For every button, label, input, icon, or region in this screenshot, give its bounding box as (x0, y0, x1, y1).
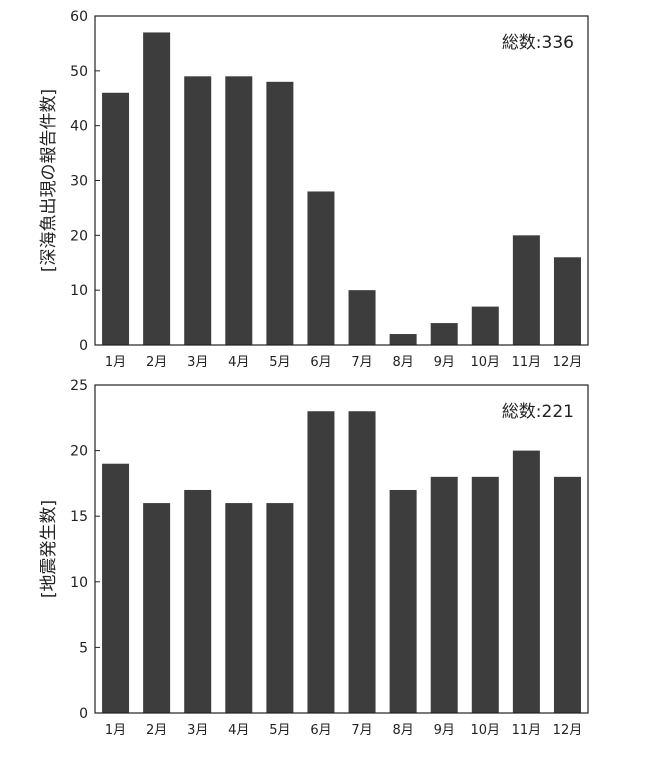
x-tick-label: 2月 (146, 355, 167, 370)
y-tick-label: 50 (70, 64, 88, 80)
x-tick-label: 9月 (434, 723, 455, 738)
x-tick-label: 1月 (105, 355, 126, 370)
x-tick-label: 10月 (471, 723, 501, 738)
x-tick-label: 7月 (351, 723, 372, 738)
x-tick-label: 4月 (228, 355, 249, 370)
bar-8 (389, 334, 417, 345)
y-tick-label: 0 (79, 706, 88, 722)
bar-6 (307, 411, 335, 713)
total-annotation: 総数:336 (502, 33, 574, 53)
x-tick-label: 3月 (187, 723, 208, 738)
x-tick-label: 5月 (269, 355, 290, 370)
bar-10 (471, 476, 499, 713)
x-tick-label: 9月 (434, 355, 455, 370)
x-tick-label: 6月 (310, 723, 331, 738)
plot-frame (94, 384, 589, 714)
y-axis-label: [深海魚出現の報告件数] (39, 89, 59, 272)
bar-11 (512, 450, 540, 713)
x-tick-label: 8月 (392, 723, 413, 738)
y-tick-label: 60 (70, 9, 88, 25)
y-tick-label: 15 (70, 509, 88, 525)
x-tick-label: 2月 (146, 723, 167, 738)
x-tick-label: 11月 (512, 355, 542, 370)
bar-10 (471, 306, 499, 345)
bar-1 (102, 463, 130, 713)
x-tick-label: 3月 (187, 355, 208, 370)
bar-9 (430, 323, 458, 345)
x-tick-label: 11月 (512, 723, 542, 738)
bar-9 (430, 476, 458, 713)
x-tick-label: 6月 (310, 355, 331, 370)
y-axis-label: [地震発生数] (39, 500, 59, 598)
y-tick-label: 40 (70, 119, 88, 135)
bar-4 (225, 503, 253, 713)
bar-12 (553, 257, 581, 345)
y-tick-label: 20 (70, 228, 88, 244)
bar-5 (266, 503, 294, 713)
y-tick-label: 0 (79, 338, 88, 354)
y-tick-label: 10 (70, 575, 88, 591)
bar-7 (348, 411, 376, 713)
bar-11 (512, 235, 540, 345)
y-tick-label: 20 (70, 444, 88, 460)
x-tick-label: 12月 (553, 723, 583, 738)
x-tick-label: 4月 (228, 723, 249, 738)
bar-3 (184, 489, 212, 713)
x-tick-label: 12月 (553, 355, 583, 370)
bar-5 (266, 81, 294, 346)
y-tick-label: 30 (70, 174, 88, 190)
bar-2 (143, 503, 171, 713)
bar-8 (389, 489, 417, 713)
y-tick-label: 5 (79, 640, 88, 656)
x-tick-label: 10月 (471, 355, 501, 370)
x-tick-label: 5月 (269, 723, 290, 738)
x-tick-label: 7月 (351, 355, 372, 370)
y-tick-label: 10 (70, 283, 88, 299)
bar-4 (225, 76, 253, 346)
y-tick-label: 25 (70, 378, 88, 394)
bar-12 (553, 476, 581, 713)
bar-7 (348, 290, 376, 345)
bar-6 (307, 191, 335, 345)
x-tick-label: 1月 (105, 723, 126, 738)
bar-2 (143, 32, 171, 345)
total-annotation: 総数:221 (502, 402, 574, 422)
bar-1 (102, 92, 130, 346)
bar-3 (184, 76, 212, 346)
x-tick-label: 8月 (392, 355, 413, 370)
